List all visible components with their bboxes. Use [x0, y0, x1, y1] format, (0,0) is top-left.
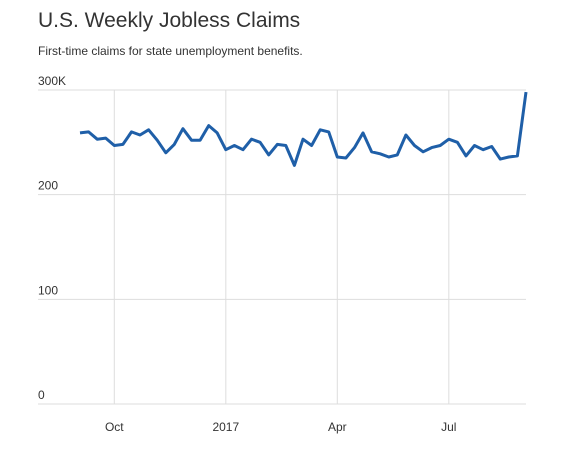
x-tick-label: 2017: [212, 420, 239, 434]
x-tick-label: Apr: [328, 420, 347, 434]
y-tick-label: 200: [38, 179, 58, 193]
chart-subtitle: First-time claims for state unemployment…: [38, 44, 303, 58]
x-tick-label: Jul: [441, 420, 456, 434]
y-tick-label: 300K: [38, 74, 66, 88]
chart-title: U.S. Weekly Jobless Claims: [38, 9, 300, 32]
y-tick-label: 0: [38, 388, 45, 402]
x-tick-label: Oct: [105, 420, 124, 434]
data-line: [79, 91, 528, 167]
y-tick-label: 100: [38, 283, 58, 297]
